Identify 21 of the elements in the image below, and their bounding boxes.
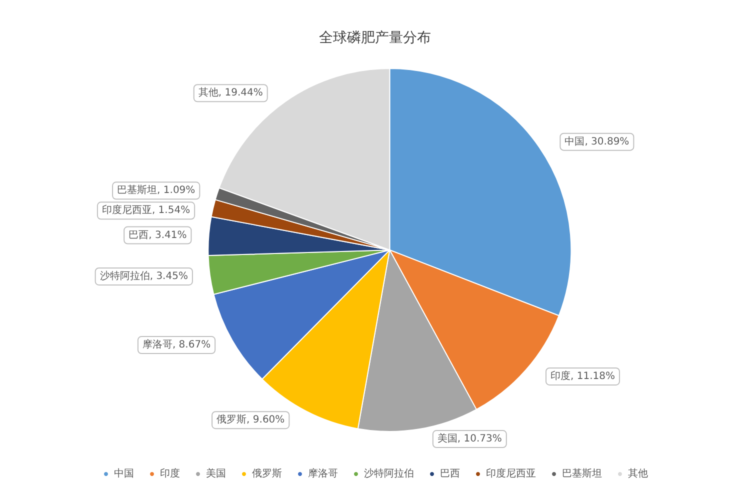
legend-label: 摩洛哥 <box>308 468 338 480</box>
legend-label: 美国 <box>206 468 226 480</box>
legend-label: 巴西 <box>440 468 460 480</box>
data-label: 摩洛哥, 8.67% <box>142 338 211 351</box>
data-label: 中国, 30.89% <box>564 135 630 148</box>
legend-label: 俄罗斯 <box>252 468 282 480</box>
legend-label: 印度 <box>160 468 180 480</box>
data-label: 美国, 10.73% <box>437 432 502 445</box>
data-label: 印度, 11.18% <box>550 370 615 382</box>
legend-label: 其他 <box>628 468 648 480</box>
legend-label: 沙特阿拉伯 <box>364 468 414 480</box>
data-label: 俄罗斯, 9.60% <box>216 414 285 426</box>
data-label: 其他, 19.44% <box>198 86 263 99</box>
legend-label: 巴基斯坦 <box>562 468 602 480</box>
data-label: 印度尼西亚, 1.54% <box>102 204 190 216</box>
data-label: 巴基斯坦, 1.09% <box>117 184 196 196</box>
data-label: 沙特阿拉伯, 3.45% <box>100 270 188 282</box>
chart-title: 全球磷肥产量分布 <box>319 30 431 46</box>
legend-label: 中国 <box>114 468 134 480</box>
data-label: 巴西, 3.41% <box>128 230 187 241</box>
legend-label: 印度尼西亚 <box>486 468 536 480</box>
